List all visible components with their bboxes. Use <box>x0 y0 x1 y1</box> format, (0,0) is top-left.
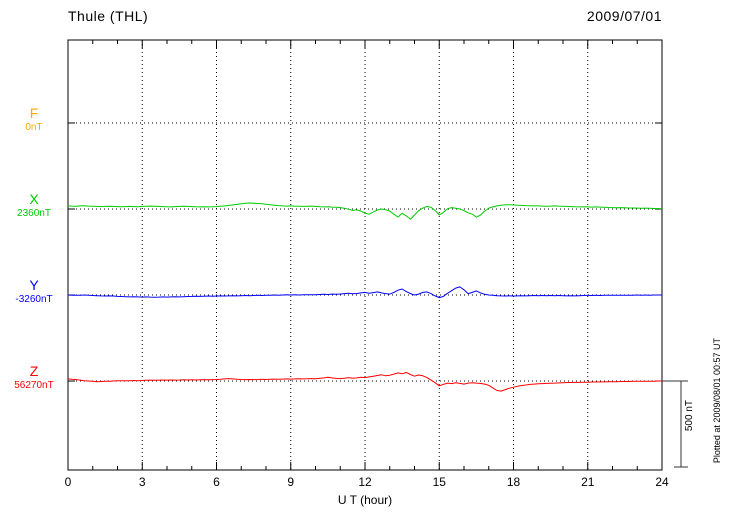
trace-label-x: X 2360nT <box>6 192 62 219</box>
x-tick-label: 3 <box>138 475 146 489</box>
trace-baseline-f: 0nT <box>25 122 43 133</box>
trace-symbol-x: X <box>29 191 39 207</box>
trace-Y <box>67 286 662 299</box>
plotted-at-note: Plotted at 2009/08/01 00:57 UT <box>712 338 722 464</box>
trace-symbol-f: F <box>29 105 39 121</box>
x-tick-label: 15 <box>432 475 446 489</box>
scale-bar-label: 500 nT <box>684 400 695 432</box>
trace-label-f: F 0nT <box>6 106 62 133</box>
x-tick-label: 24 <box>655 475 669 489</box>
trace-Z <box>67 371 662 392</box>
x-axis-label: U T (hour) <box>337 493 393 507</box>
x-tick-label: 0 <box>64 475 72 489</box>
plot-date: 2009/07/01 <box>586 8 662 24</box>
trace-symbol-z: Z <box>29 363 39 379</box>
trace-baseline-x: 2360nT <box>17 208 51 219</box>
trace-symbol-y: Y <box>29 277 39 293</box>
trace-X <box>67 202 663 220</box>
x-tick-label: 21 <box>581 475 595 489</box>
x-tick-label: 6 <box>213 475 220 489</box>
trace-label-z: Z 56270nT <box>6 364 62 391</box>
x-tick-label: 9 <box>287 475 295 489</box>
trace-baseline-z: 56270nT <box>14 380 54 391</box>
x-tick-label: 18 <box>506 475 521 489</box>
trace-baseline-y: -3260nT <box>15 294 53 305</box>
trace-label-y: Y -3260nT <box>6 278 62 305</box>
station-title: Thule (THL) <box>68 8 149 24</box>
x-tick-label: 12 <box>358 475 372 489</box>
